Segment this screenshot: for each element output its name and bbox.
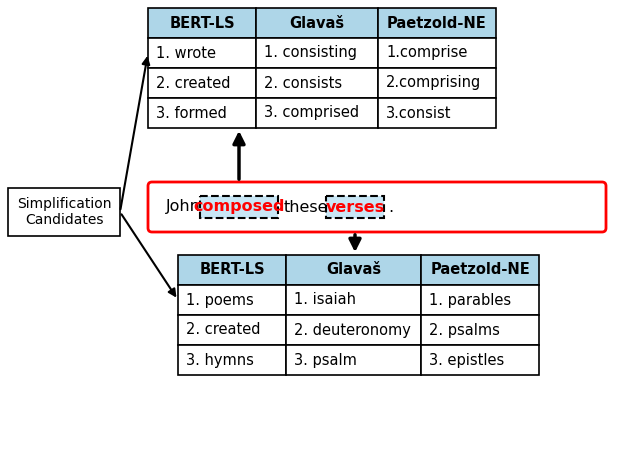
- Text: Paetzold-NE: Paetzold-NE: [387, 16, 487, 30]
- Text: 3. epistles: 3. epistles: [429, 353, 504, 367]
- Bar: [148, 68, 256, 98]
- Bar: [421, 345, 539, 375]
- Bar: [286, 345, 421, 375]
- Bar: [326, 196, 384, 218]
- Text: verses: verses: [325, 200, 385, 214]
- Text: 2. psalms: 2. psalms: [429, 322, 500, 338]
- Text: 2. deuteronomy: 2. deuteronomy: [294, 322, 411, 338]
- Text: these: these: [284, 200, 328, 214]
- Text: Simplification
Candidates: Simplification Candidates: [17, 197, 111, 227]
- Text: 3. formed: 3. formed: [156, 105, 227, 121]
- Bar: [256, 68, 378, 98]
- Bar: [378, 38, 496, 68]
- Bar: [8, 188, 120, 236]
- Bar: [256, 38, 378, 68]
- Text: 2. created: 2. created: [186, 322, 260, 338]
- Bar: [378, 98, 496, 128]
- Bar: [378, 8, 496, 38]
- Bar: [421, 315, 539, 345]
- Bar: [286, 315, 421, 345]
- Text: .: .: [388, 200, 393, 214]
- Bar: [178, 255, 286, 285]
- Text: 1.comprise: 1.comprise: [386, 45, 467, 61]
- Text: 3. hymns: 3. hymns: [186, 353, 254, 367]
- Bar: [256, 8, 378, 38]
- Bar: [378, 68, 496, 98]
- Text: BERT-LS: BERT-LS: [199, 262, 265, 278]
- Text: 1. parables: 1. parables: [429, 292, 511, 308]
- Bar: [256, 98, 378, 128]
- Bar: [178, 345, 286, 375]
- Text: 3. comprised: 3. comprised: [264, 105, 359, 121]
- Text: 1. wrote: 1. wrote: [156, 45, 216, 61]
- Text: 3. psalm: 3. psalm: [294, 353, 357, 367]
- Bar: [148, 38, 256, 68]
- Text: 3.consist: 3.consist: [386, 105, 451, 121]
- Text: 1. consisting: 1. consisting: [264, 45, 357, 61]
- Bar: [178, 315, 286, 345]
- Text: composed: composed: [193, 200, 285, 214]
- Bar: [421, 285, 539, 315]
- Text: John: John: [166, 200, 201, 214]
- Bar: [148, 98, 256, 128]
- Bar: [200, 196, 278, 218]
- Text: 1. isaiah: 1. isaiah: [294, 292, 356, 308]
- Text: 1. poems: 1. poems: [186, 292, 253, 308]
- Bar: [421, 255, 539, 285]
- Bar: [286, 285, 421, 315]
- Text: Glavaš: Glavaš: [289, 16, 344, 30]
- Bar: [286, 255, 421, 285]
- Bar: [178, 285, 286, 315]
- Text: Glavaš: Glavaš: [326, 262, 381, 278]
- Bar: [148, 8, 256, 38]
- Text: Paetzold-NE: Paetzold-NE: [430, 262, 530, 278]
- Text: 2. created: 2. created: [156, 75, 230, 91]
- Text: 2. consists: 2. consists: [264, 75, 342, 91]
- Text: BERT-LS: BERT-LS: [169, 16, 235, 30]
- Text: 2.comprising: 2.comprising: [386, 75, 481, 91]
- FancyBboxPatch shape: [148, 182, 606, 232]
